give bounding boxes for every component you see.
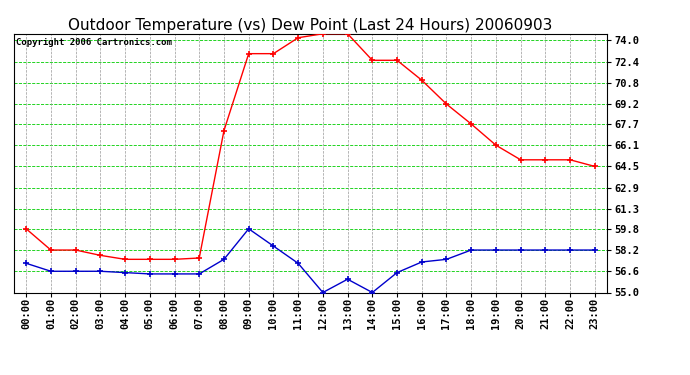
Title: Outdoor Temperature (vs) Dew Point (Last 24 Hours) 20060903: Outdoor Temperature (vs) Dew Point (Last… <box>68 18 553 33</box>
Text: Copyright 2006 Cartronics.com: Copyright 2006 Cartronics.com <box>16 38 171 46</box>
